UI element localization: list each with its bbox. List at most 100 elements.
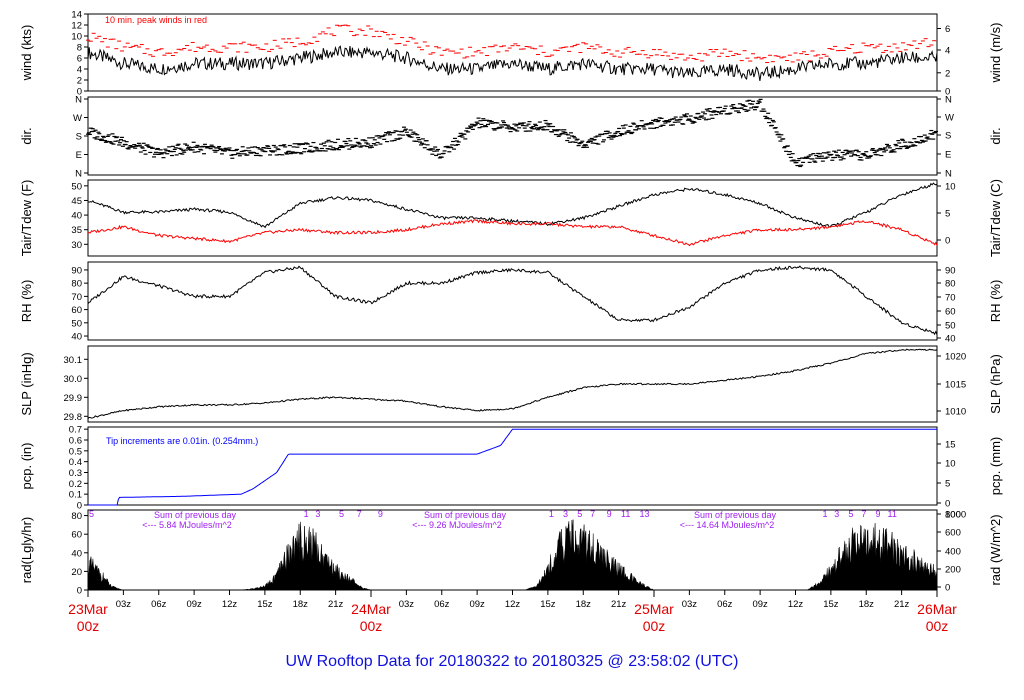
radiation-hour-mark: 3 xyxy=(563,509,568,519)
x-tick-label: 06z xyxy=(717,599,733,610)
y-tick-label-left: S xyxy=(76,132,82,143)
y-tick-label-left: 0.7 xyxy=(69,425,82,436)
radiation-hour-mark: 5 xyxy=(577,509,582,519)
y-tick-label-left: 80 xyxy=(71,279,82,290)
y-tick-label-left: 0 xyxy=(77,501,82,512)
y-tick-label-left: 30.0 xyxy=(64,374,83,385)
panel-3: 30 35 40 45 50 0 5 10 Tair/Tdew (F) Tair/Tdew (C) xyxy=(19,179,1003,257)
y-tick-label-left: 70 xyxy=(71,292,82,303)
y-tick-label-right: S xyxy=(945,131,951,142)
y-axis-label-right: dir. xyxy=(988,127,1003,144)
y-tick-label-left: 45 xyxy=(71,196,82,207)
y-tick-label-left: 0.2 xyxy=(69,479,82,490)
y-tick-label-right: 0 xyxy=(945,236,950,247)
y-axis-label-left: SLP (inHg) xyxy=(19,352,34,415)
y-tick-label-right: 90 xyxy=(945,266,956,277)
y-tick-label-right: 50 xyxy=(945,321,956,332)
y-tick-label-left: N xyxy=(75,95,82,106)
y-tick-label-left: 0.5 xyxy=(69,446,82,457)
radiation-hour-mark: 1 xyxy=(822,509,827,519)
y-tick-label-right: 400 xyxy=(945,547,961,558)
radiation-sum-label: Sum of previous day xyxy=(154,510,237,520)
panel-frame xyxy=(87,426,938,506)
y-tick-label-left: 40 xyxy=(71,211,82,222)
radiation-hour-mark: 1 xyxy=(549,509,554,519)
y-tick-label-left: 0.6 xyxy=(69,436,82,447)
y-tick-label-left: 6 xyxy=(77,54,82,65)
x-tick-label: 03z xyxy=(399,599,415,610)
y-tick-label-right: 80 xyxy=(945,279,956,290)
y-tick-label-left: 29.9 xyxy=(64,393,83,404)
y-tick-label-right: 15 xyxy=(945,440,956,451)
y-tick-label-left: E xyxy=(76,150,82,161)
y-axis-label-right: RH (%) xyxy=(988,280,1003,323)
x-tick-label: 06z xyxy=(151,599,167,610)
y-tick-label-left: 0.1 xyxy=(69,490,82,501)
x-tick-label: 21z xyxy=(328,599,344,610)
y-tick-label-left: 0 xyxy=(77,87,82,98)
x-date-time: 00z xyxy=(77,618,100,634)
y-tick-label-right: 0 xyxy=(945,87,950,98)
radiation-hour-mark: 11 xyxy=(621,509,630,519)
radiation-sum-label: Sum of previous day xyxy=(424,510,507,520)
y-tick-label-left: N xyxy=(75,169,82,180)
x-tick-label: 15z xyxy=(257,599,273,610)
y-axis-label-left: RH (%) xyxy=(19,280,34,323)
y-tick-label-right: 40 xyxy=(945,334,956,345)
y-tick-label-right: N xyxy=(945,95,952,106)
x-tick-label: 09z xyxy=(469,599,485,610)
x-tick-label: 12z xyxy=(222,599,238,610)
y-axis-label-left: rad(Lgly/hr) xyxy=(19,517,34,583)
y-tick-label-left: 0.4 xyxy=(69,457,82,468)
y-axis-label-left: dir. xyxy=(19,127,34,144)
x-date-time: 00z xyxy=(926,618,949,634)
y-axis-label-right: rad (W/m^2) xyxy=(988,514,1003,585)
x-tick-label: 18z xyxy=(576,599,592,610)
x-date-time: 00z xyxy=(643,618,666,634)
x-tick-label: 03z xyxy=(116,599,132,610)
panel-frame xyxy=(87,96,938,176)
x-tick-label: 09z xyxy=(752,599,768,610)
panel-frame xyxy=(87,261,938,341)
y-tick-label-right: 600 xyxy=(945,528,961,539)
y-tick-label-left: 29.8 xyxy=(64,412,83,423)
series-line-1 xyxy=(87,348,938,419)
radiation-hour-mark: 11 xyxy=(888,509,897,519)
radiation-hour-mark: 13 xyxy=(640,509,650,519)
radiation-hour-mark: 5 xyxy=(339,509,344,519)
y-axis-label-right: SLP (hPa) xyxy=(988,354,1003,414)
y-tick-label-right: 200 xyxy=(945,565,961,576)
x-tick-label: 21z xyxy=(611,599,627,610)
y-tick-label-right: N xyxy=(945,169,952,180)
x-tick-label: 12z xyxy=(505,599,521,610)
y-axis-label-left: pcp. (in) xyxy=(19,443,34,490)
x-date-label: 23Mar xyxy=(68,601,108,617)
radiation-hour-mark: 1 xyxy=(304,509,309,519)
radiation-hour-mark: 9 xyxy=(607,509,612,519)
series-line-1 xyxy=(87,182,938,229)
radiation-sum-label: Sum of previous day xyxy=(694,510,777,520)
y-tick-label-right: 1000 xyxy=(945,510,966,521)
y-tick-label-right: E xyxy=(945,150,951,161)
y-tick-label-left: 0 xyxy=(77,586,82,597)
x-tick-label: 15z xyxy=(823,599,839,610)
x-tick-label: 12z xyxy=(788,599,804,610)
y-tick-label-right: 60 xyxy=(945,307,956,318)
y-tick-label-right: 0 xyxy=(945,499,950,510)
series-line-2 xyxy=(87,219,938,247)
y-tick-label-left: 14 xyxy=(71,10,82,21)
y-tick-label-left: 2 xyxy=(77,76,82,87)
x-tick-label: 21z xyxy=(894,599,910,610)
radiation-sum-value: <--- 9.26 MJoules/m^2 xyxy=(412,520,502,530)
y-tick-label-right: 5 xyxy=(945,479,950,490)
y-axis-label-right: pcp. (mm) xyxy=(988,437,1003,496)
panel-frame xyxy=(87,179,938,257)
series-line-1 xyxy=(88,428,937,506)
panel-frame xyxy=(87,13,938,92)
y-tick-label-right: 0 xyxy=(945,583,950,594)
radiation-hour-mark: 7 xyxy=(357,509,362,519)
radiation-hour-mark: 3 xyxy=(315,509,320,519)
